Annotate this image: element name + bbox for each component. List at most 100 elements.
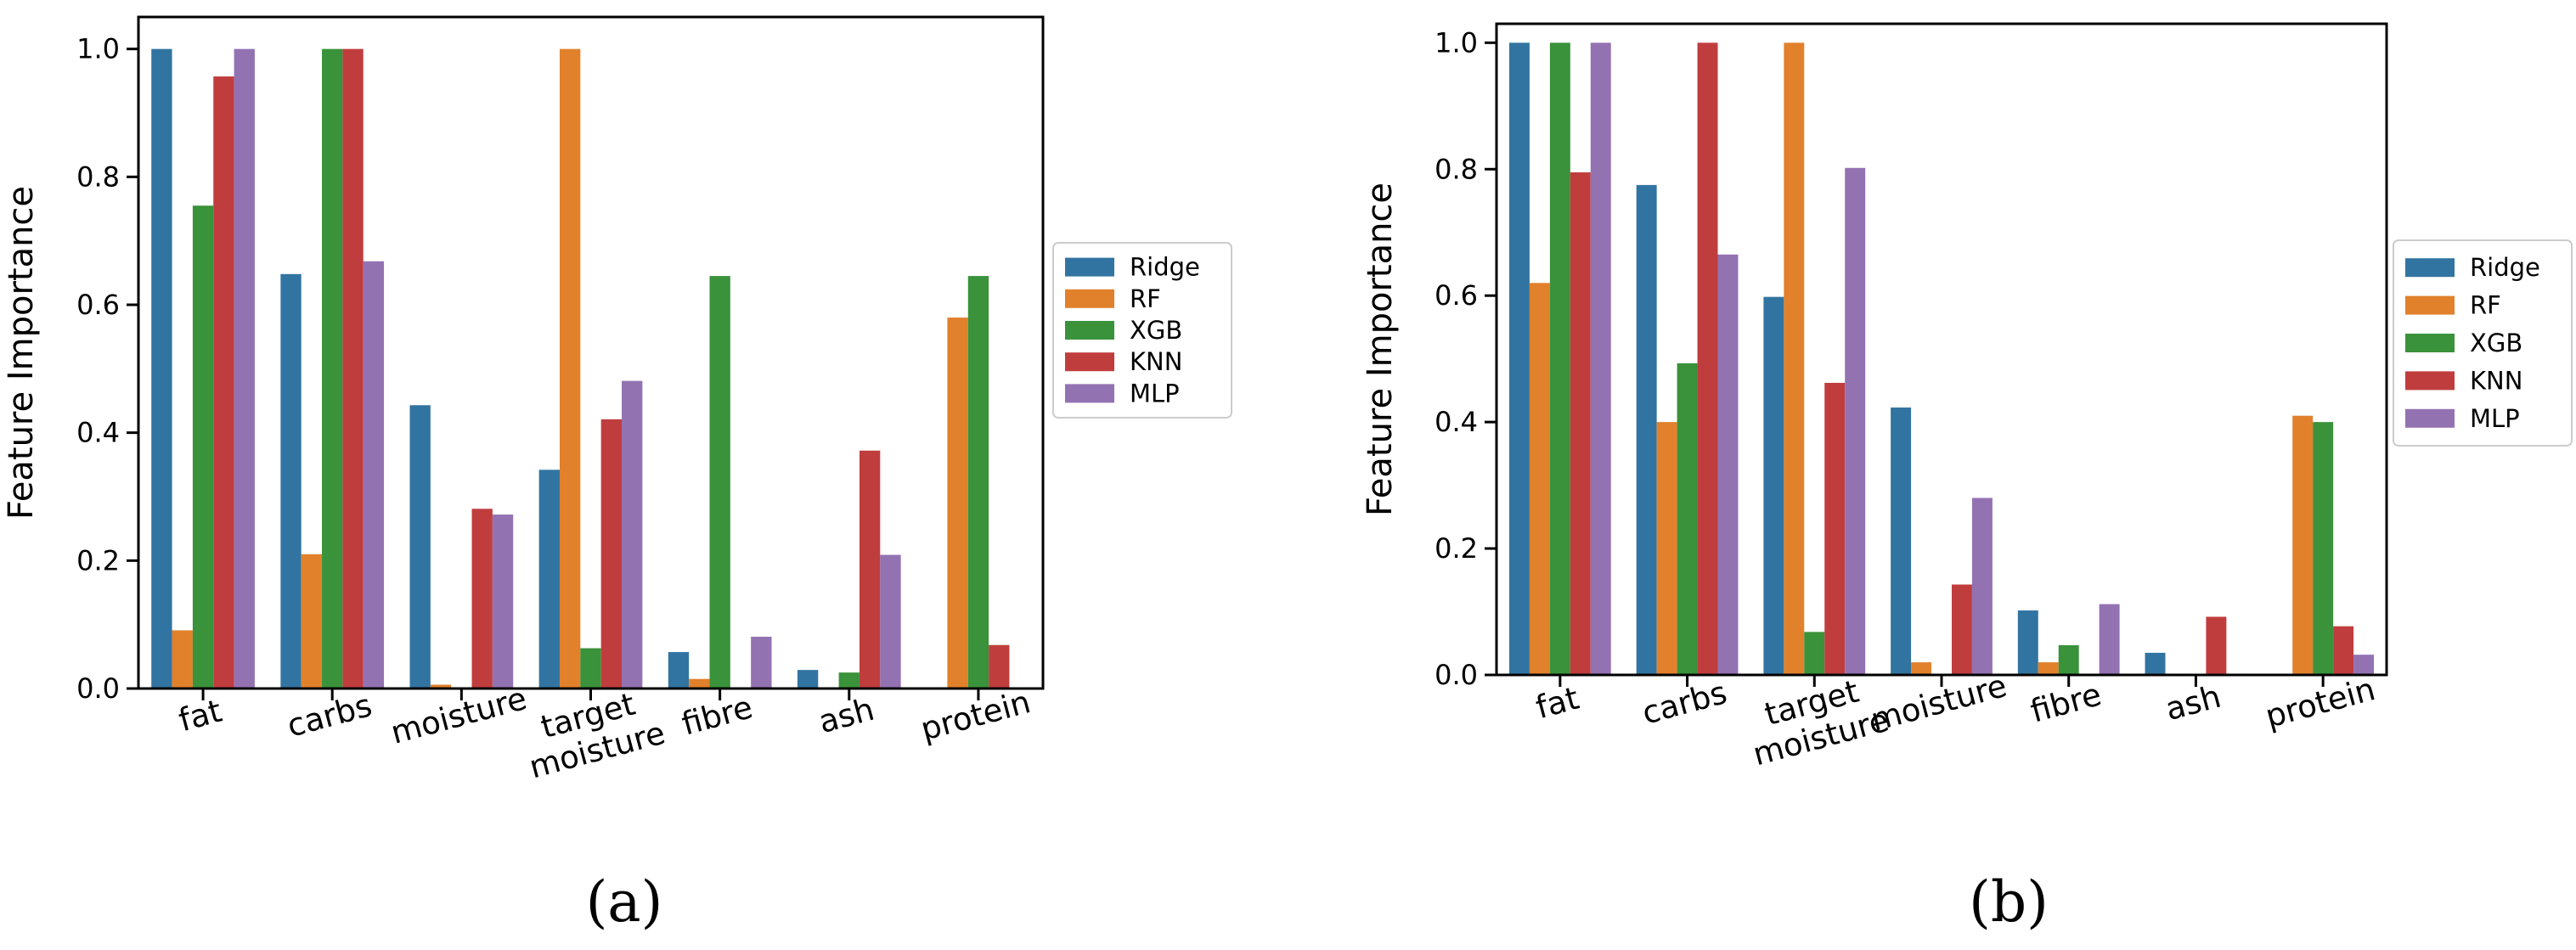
x-tick-label-fibre: fibre <box>678 689 756 742</box>
y-tick-label: 0.0 <box>76 672 120 705</box>
x-tick-label-ash: ash <box>2162 678 2224 728</box>
legend-swatch-ridge <box>1065 257 1114 277</box>
x-tick-label-target-moisture: targetmoisture <box>1740 667 1893 773</box>
y-tick-label: 0.8 <box>76 160 120 193</box>
bar-rf-moisture <box>1911 662 1932 675</box>
bar-rf-fibre <box>689 678 710 689</box>
bar-ridge-target-moisture <box>538 469 560 689</box>
bar-knn-carbs <box>1697 42 1718 675</box>
x-tick-label-line: ash <box>2162 678 2224 728</box>
bar-ridge-fat <box>151 48 172 689</box>
bar-ridge-ash <box>797 670 819 689</box>
bar-ridge-moisture <box>1891 408 1912 675</box>
x-tick-label-target-moisture: targetmoisture <box>516 680 669 785</box>
x-tick-label-fibre: fibre <box>2026 676 2105 729</box>
bar-mlp-moisture <box>492 514 514 689</box>
bar-mlp-fat <box>234 48 255 689</box>
plot-frame <box>137 15 1045 690</box>
x-tick-label-moisture: moisture <box>387 680 531 751</box>
legend-swatch-mlp <box>2405 408 2455 428</box>
bar-knn-protein <box>2333 626 2354 675</box>
bar-ridge-carbs <box>280 273 302 689</box>
bar-xgb-carbs <box>322 48 343 689</box>
legend-swatch-ridge <box>2405 258 2455 278</box>
bar-knn-moisture <box>1951 584 1972 675</box>
x-tick-label-fat: fat <box>1532 680 1583 727</box>
legend-label-mlp: MLP <box>1130 379 1180 408</box>
legend-box <box>2393 239 2573 447</box>
bar-xgb-fibre <box>2058 645 2079 675</box>
bar-knn-carbs <box>342 48 364 689</box>
x-tick-label-line: fat <box>175 693 226 739</box>
bar-xgb-carbs <box>1677 363 1698 675</box>
legend-box <box>1052 242 1232 419</box>
legend-label-xgb: XGB <box>2470 329 2522 357</box>
x-tick-label-moisture: moisture <box>1867 667 2010 739</box>
bar-rf-moisture <box>430 684 452 689</box>
bar-xgb-fibre <box>709 276 730 689</box>
bar-knn-target-moisture <box>1824 382 1846 675</box>
bar-knn-moisture <box>471 509 493 689</box>
bars <box>151 48 1010 689</box>
bar-mlp-carbs <box>363 261 385 689</box>
legend-label-mlp: MLP <box>2470 404 2520 433</box>
x-tick-label-carbs: carbs <box>1638 674 1731 732</box>
legend-label-rf: RF <box>2470 291 2501 320</box>
bar-knn-ash <box>2206 616 2227 675</box>
y-tick-label: 0.2 <box>76 544 120 576</box>
plot-frame <box>1495 22 2388 677</box>
bar-mlp-protein <box>2353 655 2375 675</box>
y-tick-label: 0.8 <box>1435 153 1478 185</box>
legend-swatch-xgb <box>1065 321 1114 340</box>
bar-mlp-moisture <box>1971 497 1993 675</box>
x-tick-label-protein: protein <box>917 683 1034 748</box>
bar-mlp-fibre <box>2099 604 2120 675</box>
bar-rf-fibre <box>2038 662 2059 675</box>
x-tick-label-line: fat <box>1532 680 1583 727</box>
legend-label-ridge: Ridge <box>2470 253 2540 282</box>
bars <box>1508 42 2375 675</box>
legend-swatch-knn <box>2405 371 2455 391</box>
bar-knn-protein <box>989 644 1010 689</box>
x-tick-label-line: moisture <box>1867 667 2010 739</box>
bar-mlp-target-moisture <box>622 380 643 689</box>
bar-rf-target-moisture <box>559 48 581 689</box>
legend-swatch-knn <box>1065 352 1114 372</box>
bar-ridge-target-moisture <box>1763 296 1784 675</box>
y-tick-label: 0.2 <box>1435 532 1478 565</box>
panel-label: (a) <box>586 869 663 935</box>
legend-label-knn: KNN <box>2470 366 2522 395</box>
bar-ridge-ash <box>2145 652 2166 675</box>
legend-swatch-rf <box>2405 295 2455 315</box>
x-tick-label-line: fibre <box>678 689 756 742</box>
bar-mlp-carbs <box>1717 254 1739 675</box>
legend: Ridge RF XGB KNN MLP <box>2393 239 2573 447</box>
bar-ridge-moisture <box>409 405 431 689</box>
bar-xgb-target-moisture <box>1804 632 1825 675</box>
x-tick-label-line: protein <box>2262 671 2379 735</box>
bar-knn-target-moisture <box>600 419 623 689</box>
bar-xgb-protein <box>2313 422 2334 675</box>
x-tick-label-line: fibre <box>2026 676 2105 729</box>
y-tick-label: 1.0 <box>76 33 120 65</box>
y-tick-label: 0.4 <box>76 417 120 449</box>
bar-mlp-fat <box>1590 42 1611 675</box>
legend-swatch-mlp <box>1065 384 1114 403</box>
x-tick-label-line: carbs <box>284 687 376 745</box>
bar-xgb-ash <box>838 672 860 689</box>
legend-label-ridge: Ridge <box>1130 253 1200 282</box>
legend-label-knn: KNN <box>1130 347 1182 376</box>
chart-panel-2: 0.0 0.2 0.4 0.6 0.8 1.0 Feature Importance fat c… <box>1361 22 2573 935</box>
y-tick-label: 0.6 <box>76 289 120 321</box>
panel-label: (b) <box>1969 869 2049 935</box>
bar-rf-target-moisture <box>1784 42 1805 675</box>
bar-xgb-protein <box>967 276 989 689</box>
x-tick-label-line: carbs <box>1638 674 1731 732</box>
y-axis-label: Feature Importance <box>1361 183 1400 516</box>
legend-swatch-xgb <box>2405 334 2455 352</box>
bar-rf-carbs <box>1656 422 1677 675</box>
legend-label-xgb: XGB <box>1130 316 1182 345</box>
bar-mlp-ash <box>880 554 901 689</box>
